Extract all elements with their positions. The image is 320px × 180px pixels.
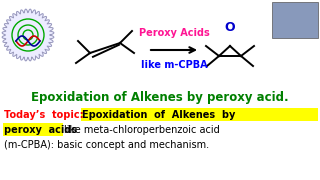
Text: like m-CPBA: like m-CPBA — [141, 60, 207, 70]
Polygon shape — [2, 9, 54, 61]
Bar — [272, 2, 318, 38]
Bar — [81, 108, 318, 121]
Text: peroxy  acids: peroxy acids — [4, 125, 77, 135]
Text: like meta-chloroperbenzoic acid: like meta-chloroperbenzoic acid — [64, 125, 220, 135]
Text: (m-CPBA): basic concept and mechanism.: (m-CPBA): basic concept and mechanism. — [4, 140, 209, 150]
Text: Today’s  topic:: Today’s topic: — [4, 110, 84, 120]
Text: Epoxidation  of  Alkenes  by: Epoxidation of Alkenes by — [82, 110, 236, 120]
Bar — [3, 123, 63, 136]
Text: O: O — [225, 21, 235, 34]
Text: Peroxy Acids: Peroxy Acids — [139, 28, 209, 38]
Text: Epoxidation of Alkenes by peroxy acid.: Epoxidation of Alkenes by peroxy acid. — [31, 91, 289, 104]
